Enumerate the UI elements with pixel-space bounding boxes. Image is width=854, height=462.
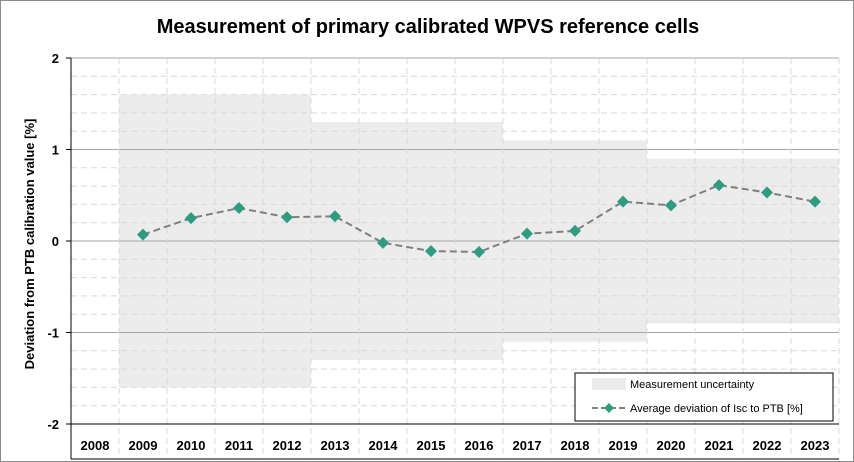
data-point-2021: [713, 179, 725, 192]
data-point-2018: [569, 224, 581, 237]
x-tick-label: 2022: [753, 438, 782, 453]
data-point-2016: [473, 245, 485, 258]
x-tick-label: 2016: [465, 438, 494, 453]
legend: Measurement uncertainty Average deviation…: [574, 372, 834, 422]
chart-title: Measurement of primary calibrated WPVS r…: [157, 16, 699, 38]
x-tick-label: 2018: [561, 438, 590, 453]
y-tick-labels: 2 1 0 -1 -2: [47, 51, 71, 432]
data-point-2022: [761, 186, 773, 199]
data-point-2023: [809, 195, 821, 208]
x-tick-label: 2015: [417, 438, 446, 453]
x-tick-label: 2021: [705, 438, 734, 453]
y-tick-label: -1: [47, 326, 59, 341]
data-point-2014: [377, 236, 389, 249]
y-tick-label: 0: [52, 234, 59, 249]
x-category-axis: 2008 2009 2010 2011 2012 2013 2014 2015 2016 2017…: [81, 438, 830, 453]
x-tick-label: 2013: [321, 438, 350, 453]
x-tick-label: 2010: [177, 438, 206, 453]
x-tick-label: 2014: [369, 438, 399, 453]
legend-swatch-uncertainty: [592, 378, 626, 390]
data-point-2011: [233, 202, 245, 215]
data-point-2009: [137, 228, 149, 241]
legend-swatch-marker: [604, 403, 614, 413]
data-point-2012: [281, 211, 293, 224]
legend-label-series: Average deviation of Isc to PTB [%]: [630, 403, 803, 415]
x-tick-label: 2023: [801, 438, 830, 453]
data-point-2010: [185, 212, 197, 225]
x-tick-label: 2011: [225, 438, 253, 453]
legend-label-uncertainty: Measurement uncertainty: [630, 379, 755, 391]
x-tick-label: 2009: [129, 438, 158, 453]
data-point-2013: [329, 210, 341, 223]
series-deviation: [137, 179, 821, 258]
data-point-2020: [665, 199, 677, 212]
series-line: [142, 184, 816, 253]
y-tick-label: 1: [52, 143, 59, 158]
x-tick-label: 2012: [273, 438, 302, 453]
y-tick-label: -2: [47, 417, 59, 432]
x-tick-label: 2008: [81, 438, 110, 453]
data-point-2019: [617, 195, 629, 208]
x-tick-label: 2019: [609, 438, 638, 453]
data-point-2015: [425, 245, 437, 258]
x-tick-label: 2020: [657, 438, 686, 453]
x-tick-label: 2017: [513, 438, 542, 453]
data-point-2017: [521, 227, 533, 240]
y-axis-label: Deviation from PTB calibration value [%]: [22, 119, 37, 370]
y-tick-label: 2: [52, 51, 59, 66]
